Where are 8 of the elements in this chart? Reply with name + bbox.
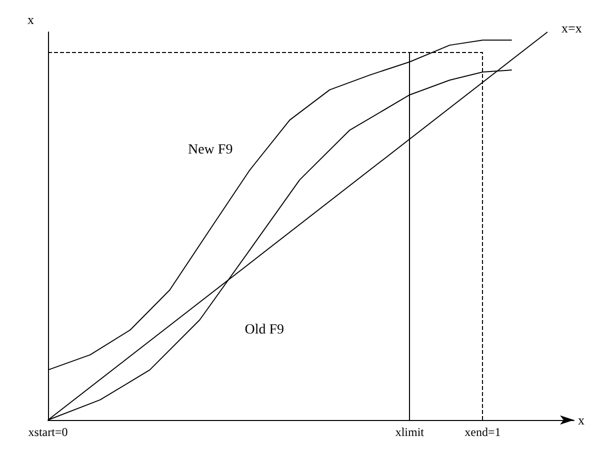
x-axis-title: x <box>578 412 585 428</box>
series-label: x=x <box>561 20 582 36</box>
y-axis-title: x <box>28 12 34 27</box>
series-label: New F9 <box>188 142 233 158</box>
x-tick-label: xstart=0 <box>28 425 68 439</box>
x-tick-label: xlimit <box>395 425 425 439</box>
x-tick-label: xend=1 <box>464 425 501 439</box>
text: Old F9 <box>244 322 284 338</box>
